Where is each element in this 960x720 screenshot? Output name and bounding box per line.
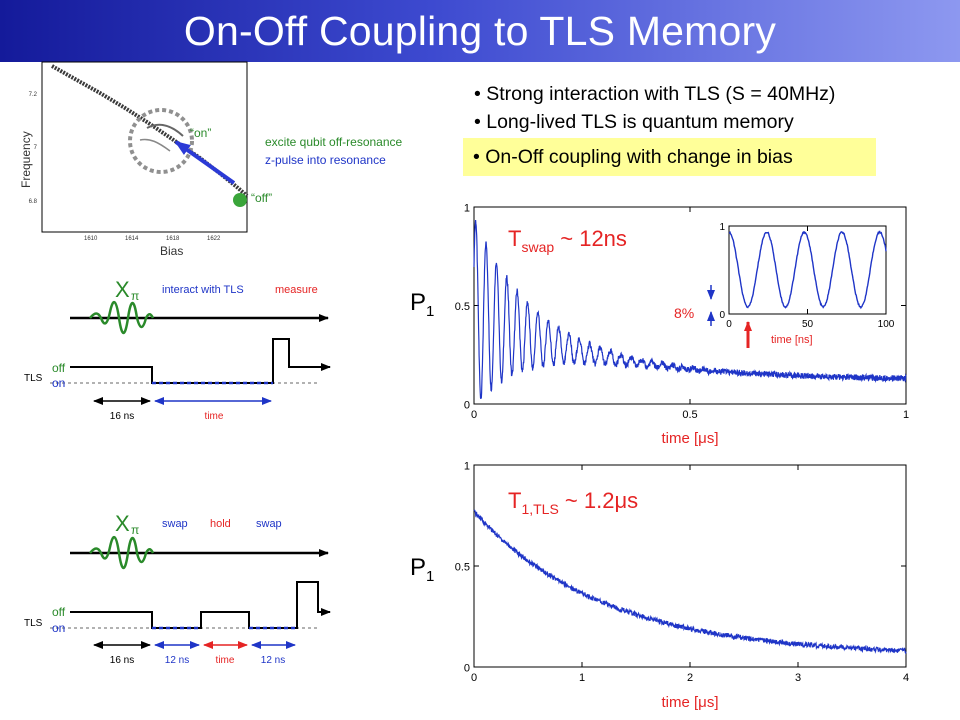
tls-label: TLS: [24, 618, 43, 629]
gate-subscript: π: [131, 289, 139, 303]
step-measure: measure: [275, 284, 318, 296]
plot-frame: [473, 464, 907, 668]
duration-time: time: [216, 655, 235, 666]
xlabel-time-us: time [μs]: [662, 430, 719, 447]
y-tick-label: 1: [464, 203, 470, 215]
duration-12ns: 12 ns: [261, 655, 285, 666]
gate-label: X: [115, 277, 130, 302]
title-banner: [0, 0, 960, 62]
label-off: “off”: [251, 191, 272, 205]
y-tick-label: 0: [464, 400, 470, 412]
note-zpulse: z-pulse into resonance: [265, 153, 386, 167]
duration-16ns: 16 ns: [110, 411, 134, 422]
bullet-list: • Strong interaction with TLS (S = 40MHz…: [474, 80, 835, 136]
swap-oscillation-plot: 0 0.5 1 0 0.5 1 0 50 100 0 1 8% time [ns] Tswap ~…: [410, 203, 909, 448]
on-label: on: [52, 621, 65, 635]
spec-ytick: 6.8: [29, 199, 38, 205]
x-tick-label: 0: [471, 672, 477, 684]
bullet-item: • Strong interaction with TLS (S = 40MHz…: [474, 83, 836, 105]
inset-percent: 8%: [674, 305, 694, 321]
y-tick-label: 1: [719, 222, 725, 233]
x-tick-label: 0.5: [682, 409, 697, 421]
spectroscopy-frame: [41, 61, 248, 233]
gate-label: X: [115, 511, 130, 536]
spec-xtick: 1622: [207, 236, 221, 242]
slide-title: On-Off Coupling to TLS Memory: [183, 8, 777, 54]
label-on: “on”: [190, 126, 211, 140]
pi-pulse-waveform: [89, 301, 155, 335]
swap-oscillation-curve: [473, 220, 907, 399]
step-interact: interact with TLS: [162, 284, 244, 296]
spectroscopy-panel: “on” “off” excite qubit off-resonance z-…: [19, 61, 403, 258]
plot-ticks: 0 1 2 3 4 0 0.5 1: [455, 461, 909, 685]
highlighted-bullet: • On-Off coupling with change in bias: [463, 138, 876, 176]
inset-oscillation-curve: [728, 230, 887, 310]
step-hold: hold: [210, 518, 231, 530]
x-tick-label: 3: [795, 672, 801, 684]
x-tick-label: 50: [802, 319, 814, 330]
spec-xtick: 1618: [166, 236, 180, 242]
t1-decay-plot: 0 1 2 3 4 0 0.5 1 T1,TLS ~ 1.2μs P1 time [μs]: [410, 461, 909, 712]
on-label: on: [52, 376, 65, 390]
off-label: off: [52, 361, 66, 375]
spectroscopy-ylabel: Frequency: [19, 131, 33, 188]
gate-subscript: π: [131, 523, 139, 537]
inset-xlabel: time [ns]: [771, 334, 813, 346]
spec-xtick: 1614: [125, 236, 139, 242]
y-tick-label: 0: [464, 663, 470, 675]
spec-ytick: 7.2: [29, 92, 38, 98]
y-tick-label: 0.5: [455, 562, 470, 574]
tswap-label: Tswap ~ 12ns: [508, 226, 627, 255]
x-tick-label: 1: [903, 409, 909, 421]
pi-pulse-waveform: [89, 536, 155, 570]
spec-xtick: 1610: [84, 236, 98, 242]
t1-decay-curve: [473, 509, 907, 655]
spectrum-branch-upper: [146, 123, 184, 137]
duration-12ns: 12 ns: [165, 655, 189, 666]
duration-time: time: [205, 411, 224, 422]
off-point-marker: [233, 193, 247, 207]
note-excite: excite qubit off-resonance: [265, 135, 403, 149]
x-tick-label: 0: [471, 409, 477, 421]
y-tick-label: 1: [464, 461, 470, 473]
tls-label: TLS: [24, 373, 43, 384]
x-tick-label: 1: [579, 672, 585, 684]
pulse-sequence-1: X π interact with TLS measure TLS off on…: [24, 277, 331, 422]
step-swap-2: swap: [256, 518, 282, 530]
p1-label: P1: [410, 289, 434, 320]
bias-waveform: [70, 338, 331, 384]
t1-label: T1,TLS ~ 1.2μs: [508, 488, 638, 517]
x-tick-label: 4: [903, 672, 909, 684]
spectroscopy-xlabel: Bias: [160, 244, 183, 258]
plot-ticks: 0 0.5 1 0 0.5 1: [455, 203, 909, 422]
y-tick-label: 0.5: [455, 301, 470, 313]
step-swap-1: swap: [162, 518, 188, 530]
inset-ticks: 0 50 100 0 1: [719, 222, 894, 330]
bullet-item: • Long-lived TLS is quantum memory: [474, 111, 794, 133]
pulse-sequence-2: X π swap hold swap TLS off on 16 ns 12 n…: [24, 511, 331, 666]
off-label: off: [52, 605, 66, 619]
x-tick-label: 0: [726, 319, 732, 330]
bias-arrow: [174, 140, 236, 185]
y-tick-label: 0: [719, 310, 725, 321]
spectrum-branch-lower: [139, 138, 171, 152]
on-region-circle: [128, 108, 194, 174]
p1-label: P1: [410, 554, 434, 585]
xlabel-time-us: time [μs]: [662, 694, 719, 711]
spec-ytick: 7: [34, 145, 38, 151]
x-tick-label: 2: [687, 672, 693, 684]
bias-waveform: [70, 581, 331, 629]
inset-frame: [728, 225, 887, 315]
x-tick-label: 100: [878, 319, 895, 330]
duration-16ns: 16 ns: [110, 655, 134, 666]
